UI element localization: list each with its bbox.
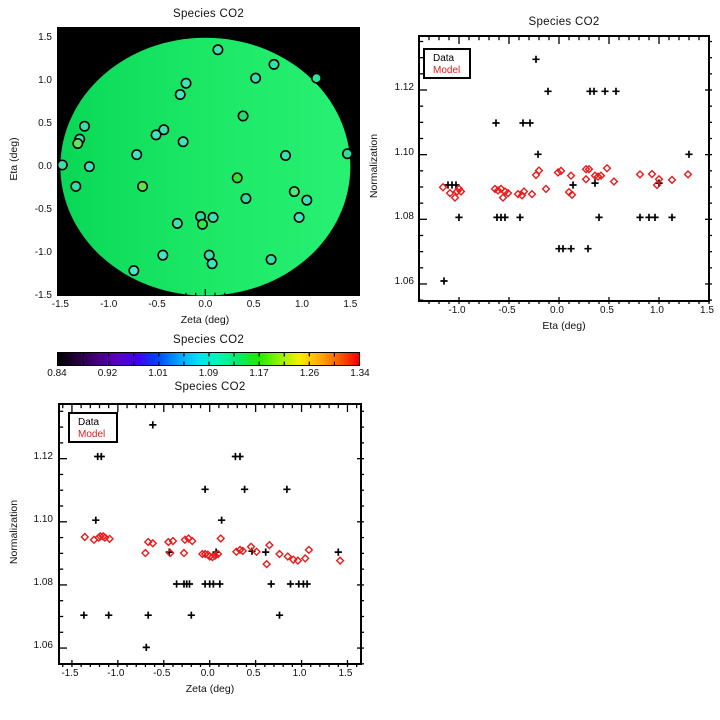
colorbar-gradient [57, 352, 361, 366]
norm-vs-eta-x-tick-label: 1.0 [650, 305, 664, 316]
map-x-tick-label: 0.5 [246, 299, 261, 310]
map-x-tick-label: 1.0 [295, 299, 309, 310]
norm-vs-eta-model-diamond-markers [438, 163, 693, 203]
legend-model-label: Model [433, 65, 461, 76]
source-circle-marker [79, 120, 91, 132]
map-y-tick-label: 0.5 [38, 117, 52, 129]
source-circle-marker [196, 218, 208, 230]
legend-model-label: Model [78, 429, 106, 440]
source-circle-marker [301, 194, 313, 206]
legend-data-label: Data [433, 53, 455, 64]
source-circle-marker [206, 258, 218, 270]
norm-vs-zeta-y-tick-label: 1.08 [33, 576, 53, 588]
source-circle-marker [72, 137, 84, 149]
map-x-tick-label: 0.0 [198, 299, 213, 310]
source-circle-marker [293, 211, 305, 223]
source-circle-marker [280, 149, 292, 161]
source-circle-marker [240, 192, 252, 204]
norm-vs-eta-x-tick-label: 1.5 [700, 305, 714, 316]
species-map-disk [60, 37, 351, 296]
norm-vs-eta-x-tick-label: 0.0 [550, 305, 564, 316]
source-circle-marker [177, 136, 189, 148]
map-x-tick-label: 1.5 [343, 299, 358, 310]
zeta-scatter-title: Species CO2 [174, 381, 246, 393]
source-circle-marker [70, 180, 82, 192]
norm-vs-zeta-x-tick-label: -0.5 [153, 668, 171, 679]
map-y-tick-label: 1.0 [38, 74, 52, 86]
colorbar-tick-label: 1.26 [299, 368, 320, 379]
zeta-scatter-plot-area [58, 403, 364, 667]
source-circle-marker [207, 211, 219, 223]
source-circle-marker [231, 172, 243, 184]
norm-vs-eta-y-tick-label: 1.06 [394, 275, 414, 287]
map-x-tick-label: -1.0 [100, 299, 118, 310]
map-y-tick-label: 1.5 [38, 31, 52, 43]
colorbar-title: Species CO2 [172, 334, 245, 346]
colorbar-tick-label: 1.34 [350, 368, 370, 379]
map-y-tick-label: -1.5 [34, 289, 52, 301]
norm-vs-zeta-y-tick-label: 1.12 [33, 450, 53, 462]
source-circle-marker [57, 159, 68, 171]
eta-scatter-y-axis-name: Normalization [368, 133, 380, 199]
norm-vs-eta-data-plus-markers [440, 55, 693, 285]
colorbar-tick-label: 0.92 [97, 368, 118, 379]
source-circle-marker [83, 161, 95, 173]
norm-vs-zeta-model-diamond-markers [80, 531, 345, 569]
norm-vs-zeta-y-tick-label: 1.10 [33, 513, 53, 525]
source-circle-marker [250, 72, 262, 84]
eta-scatter-legend: Data Model [423, 48, 471, 79]
norm-vs-zeta-y-tick-label: 1.06 [33, 640, 53, 652]
map-plot-area [57, 27, 360, 296]
norm-vs-zeta-x-tick-label: 1.5 [338, 668, 353, 679]
source-circle-marker [158, 124, 170, 136]
source-circle-marker [174, 88, 186, 100]
norm-vs-eta-y-tick-label: 1.08 [394, 211, 414, 223]
colorbar-tick-label: 1.01 [148, 368, 168, 379]
source-circle-marker [341, 148, 353, 160]
map-source-markers [57, 44, 353, 277]
colorbar-tick-label: 1.17 [249, 368, 269, 379]
eta-scatter-x-axis-name: Eta (deg) [542, 320, 586, 332]
colorbar-tick-label: 0.84 [47, 368, 67, 379]
source-circle-marker [237, 110, 249, 122]
map-y-tick-label: -1.0 [34, 246, 52, 258]
map-x-axis-name: Zeta (deg) [180, 314, 230, 326]
source-circle-marker [171, 217, 183, 229]
map-y-tick-label: 0.0 [38, 160, 52, 172]
eta-scatter-title: Species CO2 [528, 16, 600, 28]
norm-vs-eta-x-tick-label: 0.5 [600, 305, 614, 316]
colorbar-tick-label: 1.09 [198, 368, 219, 379]
norm-vs-eta-x-tick-label: -1.0 [448, 305, 466, 316]
eta-scatter-plot-area [418, 35, 712, 304]
zeta-scatter-y-axis-name: Normalization [8, 499, 20, 565]
source-circle-marker [131, 149, 143, 161]
source-circle-marker [212, 44, 224, 56]
source-circle-marker [137, 180, 149, 192]
norm-vs-eta-y-tick-label: 1.10 [394, 146, 414, 158]
norm-vs-eta-x-tick-label: -0.5 [498, 305, 516, 316]
norm-vs-zeta-x-tick-label: -1.0 [107, 668, 125, 679]
source-circle-marker [128, 265, 140, 277]
source-circle-marker [268, 58, 280, 70]
map-x-tick-label: -0.5 [148, 299, 166, 310]
map-y-tick-label: -0.5 [34, 203, 52, 215]
source-circle-marker [157, 249, 169, 261]
legend-data-label: Data [78, 417, 100, 428]
source-circle-marker [311, 72, 323, 84]
source-circle-marker [180, 77, 192, 89]
norm-vs-eta-y-tick-label: 1.12 [394, 82, 414, 93]
norm-vs-zeta-x-tick-label: -1.5 [61, 668, 79, 679]
norm-vs-zeta-x-tick-label: 0.0 [200, 668, 215, 679]
norm-vs-zeta-x-tick-label: 0.5 [246, 668, 261, 679]
map-x-tick-label: -1.5 [51, 299, 69, 310]
source-circle-marker [288, 186, 300, 198]
norm-vs-zeta-data-plus-markers [80, 421, 342, 651]
map-title: Species CO2 [172, 8, 245, 20]
source-circle-marker [265, 253, 277, 265]
zeta-scatter-legend: Data Model [68, 412, 118, 443]
norm-vs-zeta-x-tick-label: 1.0 [292, 668, 307, 679]
zeta-scatter-x-axis-name: Zeta (deg) [185, 683, 235, 695]
source-circle-marker [150, 129, 162, 141]
